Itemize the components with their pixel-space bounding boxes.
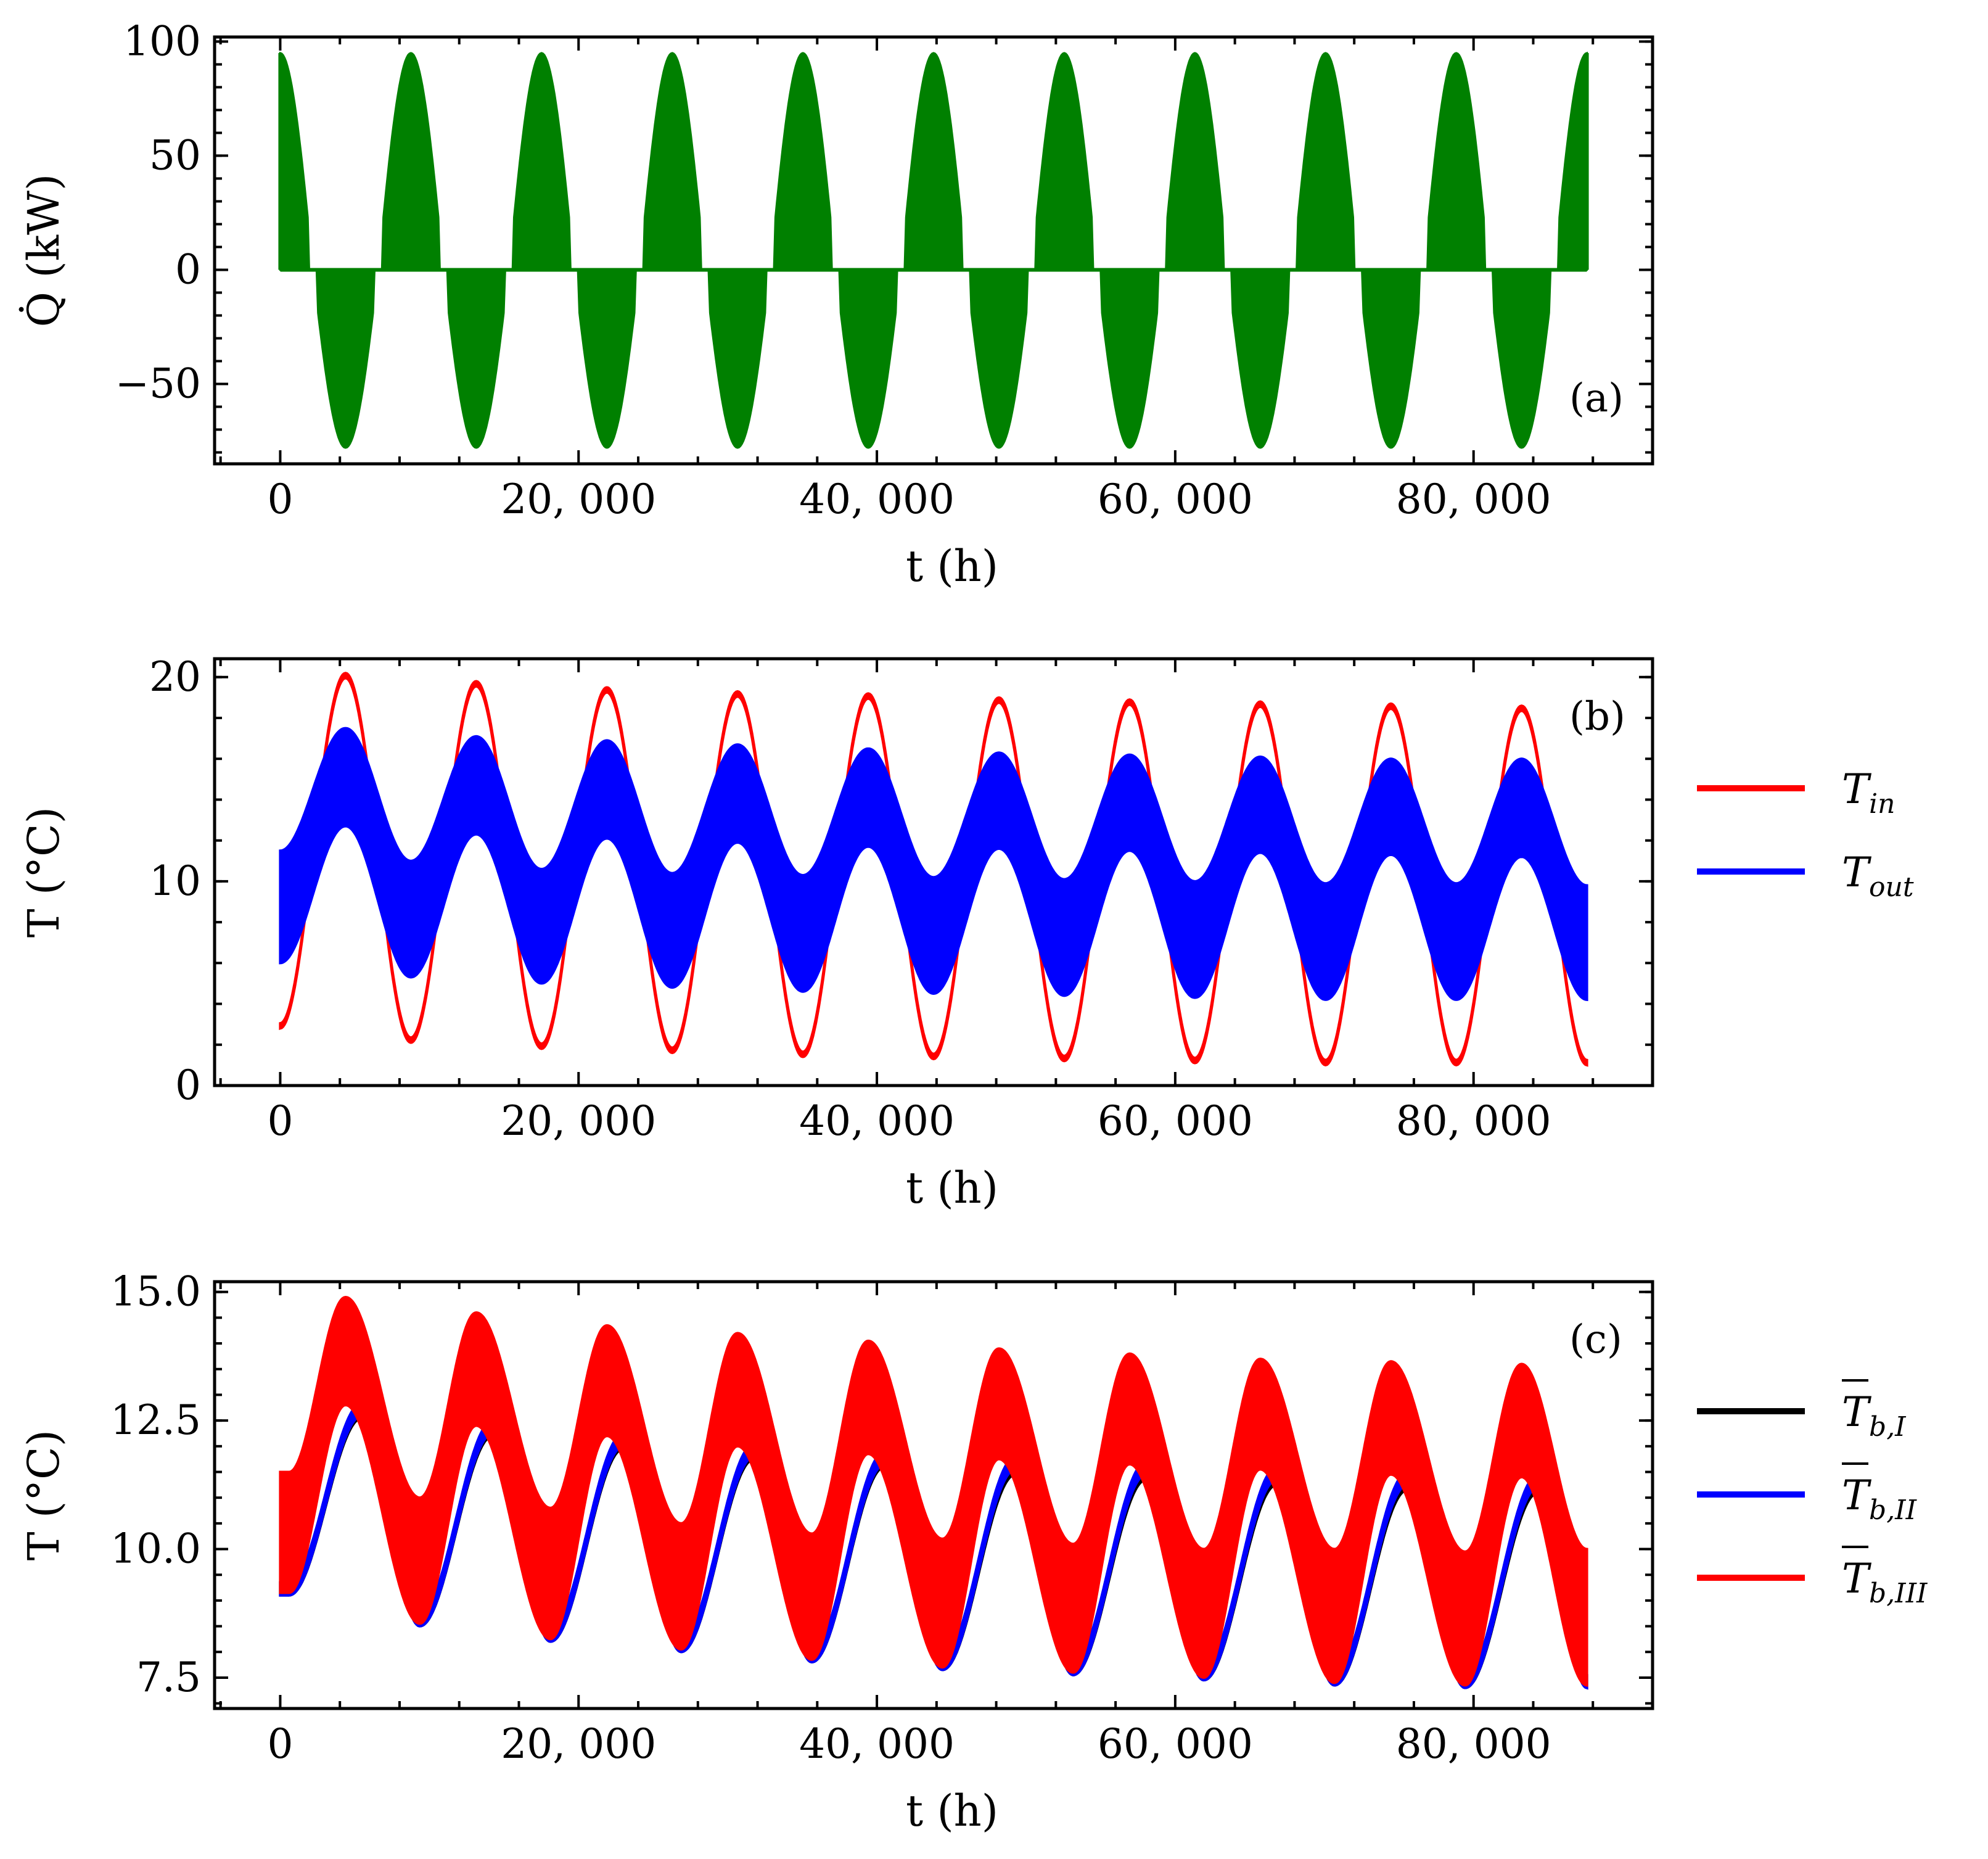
x-axis-label: t (h)	[906, 1163, 998, 1213]
legend-subscript: b,II	[1869, 1494, 1918, 1526]
y-tick-label: 10	[149, 857, 201, 905]
axes-frame	[213, 35, 1654, 466]
y-tick-label: 15.0	[110, 1268, 201, 1316]
legend-item: Tin	[1697, 765, 1895, 820]
x-tick-label: 40, 000	[799, 476, 955, 523]
y-axis-label: T (°C)	[18, 1430, 69, 1560]
x-axis-label: t (h)	[906, 1786, 998, 1836]
y-tick-label: 7.5	[136, 1654, 201, 1701]
x-tick-label: 80, 000	[1396, 476, 1551, 523]
x-tick-label: 40, 000	[799, 1097, 955, 1145]
x-tick-label: 20, 000	[501, 1097, 656, 1145]
heat-load-band	[279, 51, 1588, 449]
panel-tag: (c)	[1569, 1317, 1622, 1362]
plot-area	[278, 51, 1589, 449]
band-t-b-iii	[279, 1295, 1588, 1687]
x-tick-label: 80, 000	[1396, 1097, 1551, 1145]
x-tick-label: 60, 000	[1098, 1720, 1253, 1768]
x-tick-label: 60, 000	[1098, 1097, 1253, 1145]
x-tick-label: 20, 000	[501, 476, 656, 523]
panel-a-heat-load: 0 20, 000 40, 000 60, 000 80, 000 −50 0 50 100 t …	[18, 17, 1654, 592]
legend-label: Tb,II	[1842, 1472, 1918, 1526]
y-tick-label: −50	[115, 360, 201, 407]
panel-b-fluid-temperature: 0 20, 000 40, 000 60, 000 80, 000 0 10 20 t (h) T…	[18, 653, 1914, 1213]
panel-tag: (a)	[1569, 376, 1624, 421]
axes-frame	[213, 1280, 1654, 1710]
x-tick-label: 20, 000	[501, 1720, 656, 1768]
legend-item: Tout	[1697, 849, 1914, 903]
x-tick-label: 60, 000	[1098, 476, 1253, 523]
y-tick-label: 0	[175, 245, 201, 293]
axes-frame	[213, 657, 1654, 1087]
legend-label: Tout	[1842, 849, 1914, 903]
legend-subscript: b,III	[1869, 1578, 1928, 1609]
y-tick-label: 0	[175, 1061, 201, 1109]
plot-area	[279, 672, 1588, 1067]
y-tick-label: 12.5	[110, 1396, 201, 1444]
y-tick-label: 20	[149, 653, 201, 701]
legend-label: Tb,III	[1842, 1555, 1928, 1609]
y-tick-label: 50	[149, 131, 201, 179]
x-tick-label: 0	[267, 476, 293, 523]
x-tick-label: 80, 000	[1396, 1720, 1551, 1768]
y-axis-label: Q̇ (kW)	[18, 174, 69, 328]
band-t-b-ii	[279, 1401, 1588, 1690]
y-tick-label: 100	[123, 17, 201, 65]
legend-label: Tin	[1842, 765, 1895, 820]
band-t-in	[279, 672, 1588, 1067]
legend-subscript: b,I	[1869, 1411, 1907, 1443]
panel-c-borehole-wall-temperature: 0 20, 000 40, 000 60, 000 80, 000 7.5 10.0 12.5…	[18, 1268, 1928, 1836]
heat-load-start-bar	[278, 52, 282, 270]
x-tick-label: 0	[267, 1097, 293, 1145]
x-axis-label: t (h)	[906, 541, 998, 592]
plot-area	[279, 1295, 1588, 1690]
x-tick-label: 0	[267, 1720, 293, 1768]
heat-load-end-bar	[1585, 52, 1589, 270]
legend-label: Tb,I	[1842, 1388, 1907, 1443]
band-t-out	[279, 727, 1588, 1002]
x-tick-label: 40, 000	[799, 1720, 955, 1768]
legend-item: Tb,I	[1697, 1379, 1907, 1443]
legend-item: Tb,III	[1697, 1546, 1928, 1609]
y-axis-label: T (°C)	[18, 807, 69, 938]
y-tick-label: 10.0	[110, 1525, 201, 1573]
panel-tag: (b)	[1569, 694, 1625, 740]
legend-subscript: out	[1869, 872, 1914, 903]
legend-item: Tb,II	[1697, 1462, 1918, 1526]
legend-subscript: in	[1869, 788, 1895, 820]
